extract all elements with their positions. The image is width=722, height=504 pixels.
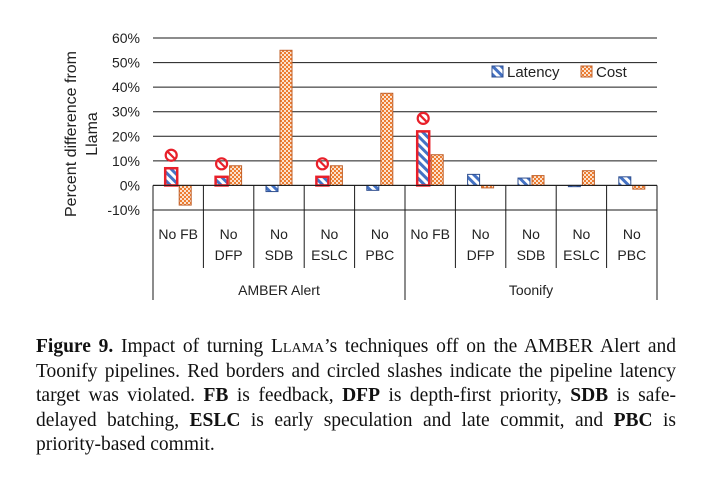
legend: Latency Cost — [491, 64, 628, 81]
legend-cost-swatch — [580, 65, 593, 78]
violation-marker-icon — [416, 111, 430, 125]
cost-bar — [178, 184, 192, 206]
y-tick-label: 30% — [112, 104, 140, 120]
latency-bar — [467, 173, 481, 186]
category-label: ESLC — [563, 247, 600, 263]
latency-bar — [366, 184, 380, 191]
y-tick-label: 20% — [112, 128, 140, 144]
chart: -10% 0% 10% 20% 30% 40% 50% 60% Percent differen… — [63, 30, 658, 300]
latency-bar — [618, 176, 632, 186]
y-tick-label: 10% — [112, 153, 140, 169]
figure-label: Figure 9. — [36, 336, 114, 357]
latency-bar — [214, 175, 229, 187]
violation-marker-icon — [215, 157, 229, 171]
cost-bar — [279, 49, 293, 186]
cost-bar — [632, 184, 646, 190]
category-label: No FB — [158, 226, 198, 242]
category-label: DFP — [467, 247, 495, 263]
y-tick-label: 60% — [112, 30, 140, 46]
latency-bar — [163, 166, 179, 187]
y-axis-label: Percent difference from Llama — [63, 51, 101, 217]
category-label: PBC — [365, 247, 394, 263]
category-label: No — [623, 226, 641, 242]
cost-bar — [380, 92, 394, 186]
group-label: Toonify — [509, 282, 553, 298]
category-label: ESLC — [311, 247, 348, 263]
cost-bar — [581, 170, 595, 186]
latency-bar — [315, 175, 330, 187]
y-tick-label: 40% — [112, 79, 140, 95]
category-label: SDB — [265, 247, 294, 263]
category-label: No — [572, 226, 590, 242]
category-label: No — [522, 226, 540, 242]
group-label: AMBER Alert — [238, 282, 320, 298]
category-label: No — [320, 226, 338, 242]
legend-latency-swatch — [491, 65, 504, 78]
latency-bar — [517, 177, 531, 186]
y-tick-label: -10% — [107, 202, 140, 218]
legend-latency-label: Latency — [507, 64, 560, 81]
legend-cost-label: Cost — [596, 64, 628, 81]
violation-marker-icon — [315, 157, 329, 171]
latency-bar — [265, 184, 279, 193]
category-label: No — [371, 226, 389, 242]
figure-caption: Figure 9. Impact of turning Llama’s tech… — [36, 336, 676, 455]
category-label: No — [270, 226, 288, 242]
y-tick-label: 50% — [112, 55, 140, 71]
cost-bar — [430, 154, 444, 186]
category-label: PBC — [617, 247, 646, 263]
llama-name: Llama — [271, 336, 325, 357]
category-label: No — [472, 226, 490, 242]
category-label: No — [220, 226, 238, 242]
cost-bar — [329, 165, 343, 186]
category-label: DFP — [215, 247, 243, 263]
y-tick-label: 0% — [120, 177, 140, 193]
violation-marker-icon — [164, 148, 178, 162]
category-label: No FB — [410, 226, 450, 242]
cost-bar — [229, 165, 243, 186]
category-label: SDB — [517, 247, 546, 263]
latency-bar — [415, 130, 431, 187]
cost-bar — [531, 175, 545, 186]
